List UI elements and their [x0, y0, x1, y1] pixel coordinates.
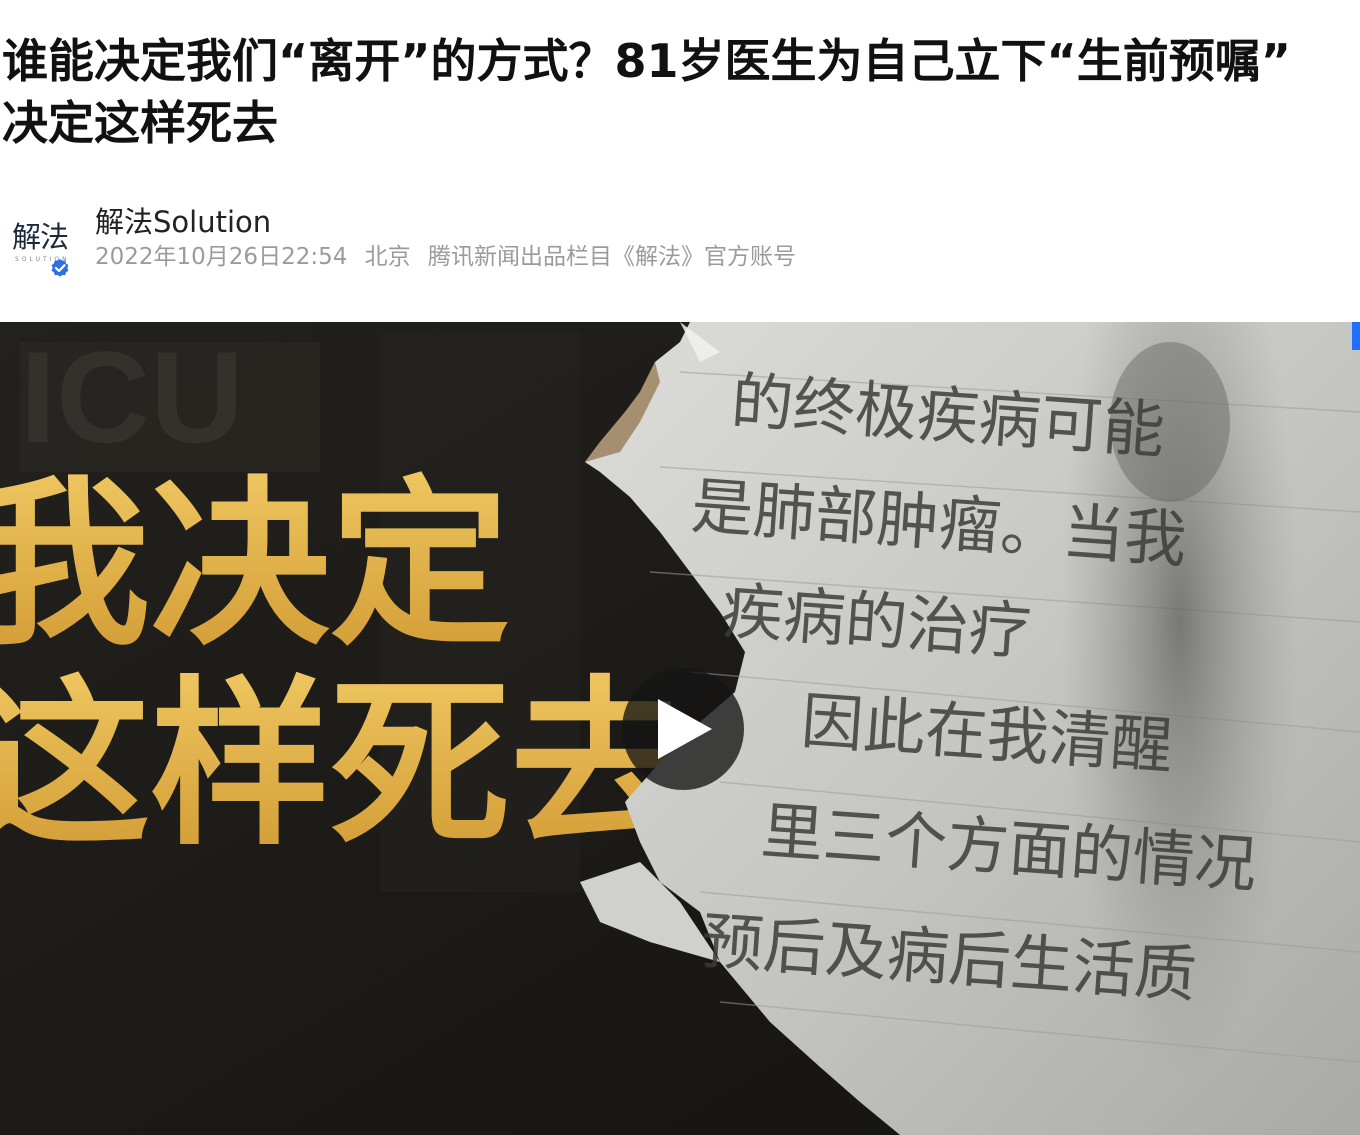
verified-badge-icon: [51, 259, 69, 277]
article-title: 谁能决定我们“离开”的方式？81岁医生为自己立下“生前预嘱” 决定这样死去: [2, 34, 1291, 150]
publish-datetime: 2022年10月26日22:54: [95, 244, 348, 270]
cover-bg-text: ICU: [20, 324, 244, 470]
avatar-logo-text: 解法: [12, 220, 69, 254]
video-cover-image: ICU 我决定 这样死去 的终极疾病可能 是肺部肿瘤。当我 疾病的治疗 因此在我…: [0, 322, 1360, 1135]
author-name-link[interactable]: 解法Solution: [95, 205, 272, 239]
author-row: 解法 SOLUTION 解法Solution 2022年10月26日22:54 …: [0, 200, 1360, 280]
author-avatar[interactable]: 解法 SOLUTION: [8, 210, 74, 277]
avatar-sub-text: SOLUTION: [15, 256, 70, 263]
publish-location: 北京: [364, 244, 411, 270]
play-icon: [658, 699, 712, 759]
play-button[interactable]: [622, 668, 744, 790]
author-description: 腾讯新闻出品栏目《解法》官方账号: [427, 244, 796, 270]
cover-title-line-2: 这样死去: [0, 659, 690, 870]
article-meta: 2022年10月26日22:54 北京 腾讯新闻出品栏目《解法》官方账号: [95, 242, 806, 272]
scroll-indicator: [1352, 322, 1360, 350]
video-player[interactable]: ICU 我决定 这样死去 的终极疾病可能 是肺部肿瘤。当我 疾病的治疗 因此在我…: [0, 322, 1360, 1135]
cover-title-line-1: 我决定: [0, 459, 510, 670]
